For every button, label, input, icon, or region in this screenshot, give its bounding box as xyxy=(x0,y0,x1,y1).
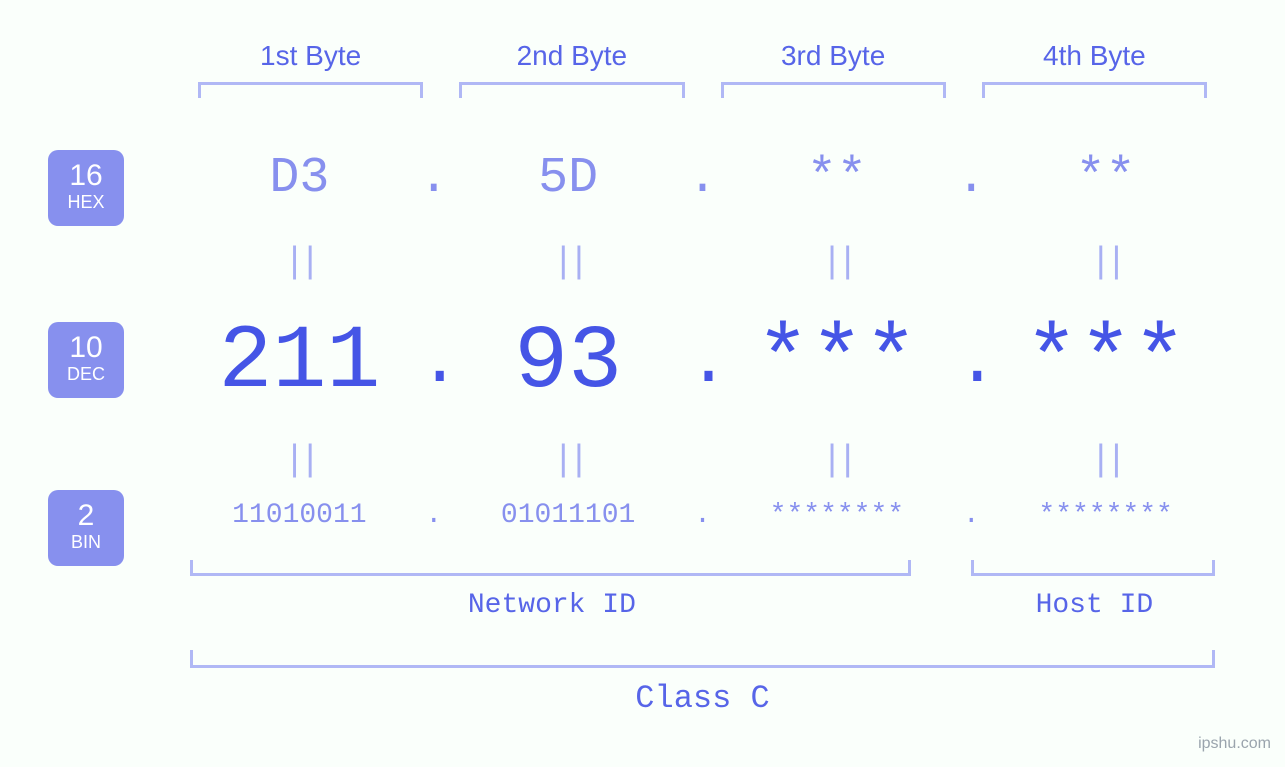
top-bracket-4 xyxy=(982,82,1207,98)
badge-bin-label: BIN xyxy=(71,531,101,554)
dot-icon: . xyxy=(956,500,986,531)
host-id-label: Host ID xyxy=(974,590,1215,621)
base-badge-dec: 10 DEC xyxy=(48,322,124,398)
equals-icon: || xyxy=(718,440,957,481)
dot-icon: . xyxy=(688,500,718,531)
equals-icon: || xyxy=(449,242,688,283)
top-bracket-2 xyxy=(459,82,684,98)
bin-byte-2: 01011101 xyxy=(449,500,688,531)
bin-byte-3: ******** xyxy=(718,500,957,531)
bin-byte-1: 11010011 xyxy=(180,500,419,531)
dec-byte-3: *** xyxy=(718,312,957,414)
equals-icon: || xyxy=(986,440,1225,481)
base-badge-bin: 2 BIN xyxy=(48,490,124,566)
byte-headers-row: 1st Byte 2nd Byte 3rd Byte 4th Byte xyxy=(180,40,1225,72)
dot-icon: . xyxy=(419,150,449,207)
equals-row-hex-dec: || . || . || . || xyxy=(180,242,1225,283)
dec-byte-1: 211 xyxy=(180,312,419,414)
dot-icon: . xyxy=(956,324,986,403)
bin-byte-4: ******** xyxy=(986,500,1225,531)
class-bracket xyxy=(190,650,1215,668)
bin-row: 11010011 . 01011101 . ******** . *******… xyxy=(180,500,1225,531)
network-id-label: Network ID xyxy=(190,590,914,621)
top-bracket-1 xyxy=(198,82,423,98)
equals-icon: || xyxy=(449,440,688,481)
equals-icon: || xyxy=(180,440,419,481)
badge-hex-label: HEX xyxy=(67,191,104,214)
equals-icon: || xyxy=(718,242,957,283)
dot-icon: . xyxy=(956,150,986,207)
hex-row: D3 . 5D . ** . ** xyxy=(180,150,1225,207)
base-badge-hex: 16 HEX xyxy=(48,150,124,226)
dec-row: 211 . 93 . *** . *** xyxy=(180,312,1225,414)
badge-bin-num: 2 xyxy=(78,501,95,531)
hex-byte-4: ** xyxy=(986,150,1225,207)
byte-header-1: 1st Byte xyxy=(180,40,441,72)
network-host-brackets xyxy=(190,560,1215,578)
dot-icon: . xyxy=(419,500,449,531)
hex-byte-1: D3 xyxy=(180,150,419,207)
network-id-bracket xyxy=(190,560,911,576)
dec-byte-4: *** xyxy=(986,312,1225,414)
byte-header-4: 4th Byte xyxy=(964,40,1225,72)
top-bracket-3 xyxy=(721,82,946,98)
class-label: Class C xyxy=(190,680,1215,717)
badge-dec-num: 10 xyxy=(69,333,102,363)
hex-byte-3: ** xyxy=(718,150,957,207)
dot-icon: . xyxy=(688,150,718,207)
hex-byte-2: 5D xyxy=(449,150,688,207)
byte-header-3: 3rd Byte xyxy=(703,40,964,72)
top-brackets xyxy=(180,82,1225,102)
dot-icon: . xyxy=(688,324,718,403)
badge-dec-label: DEC xyxy=(67,363,105,386)
dec-byte-2: 93 xyxy=(449,312,688,414)
host-id-bracket xyxy=(971,560,1215,576)
badge-hex-num: 16 xyxy=(69,161,102,191)
dot-icon: . xyxy=(419,324,449,403)
equals-icon: || xyxy=(986,242,1225,283)
watermark: ipshu.com xyxy=(1198,735,1271,753)
equals-icon: || xyxy=(180,242,419,283)
network-host-labels: Network ID Host ID xyxy=(190,590,1215,621)
equals-row-dec-bin: || . || . || . || xyxy=(180,440,1225,481)
byte-header-2: 2nd Byte xyxy=(441,40,702,72)
